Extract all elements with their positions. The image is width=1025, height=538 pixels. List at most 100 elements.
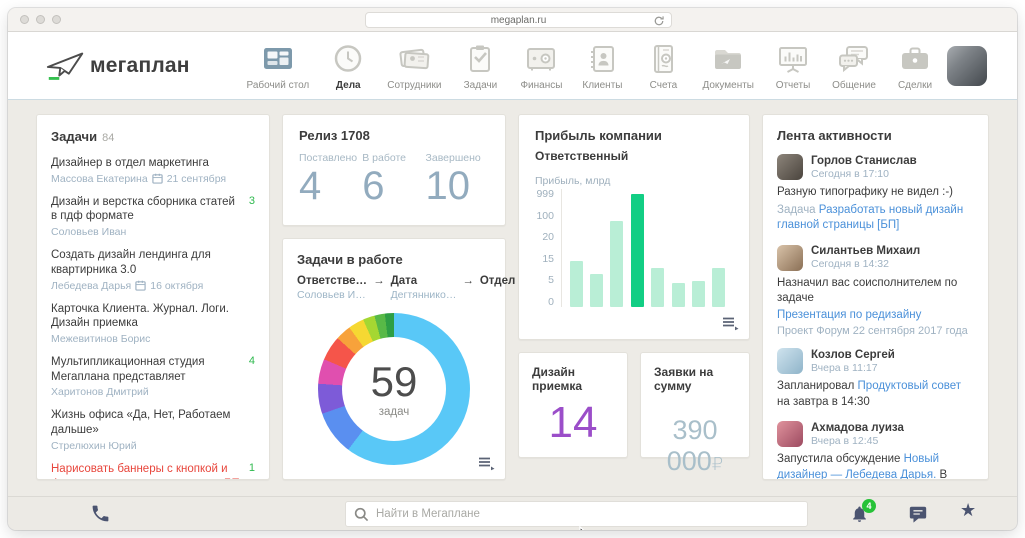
feed-discussion-link[interactable]: Новый дизайнер — Лебедева Дарья. (777, 453, 940, 480)
donut-chart-wrap: 59 задач (318, 313, 470, 465)
task-assignee: Харитонов Дмитрий (51, 386, 149, 399)
group-column-responsible[interactable]: Ответстве… Соловьев И… (297, 275, 367, 301)
feed-project-note: Проект Форум 22 сентября 2017 года (777, 325, 968, 338)
feed-user-name[interactable]: Козлов Сергей (811, 348, 895, 361)
profit-card-title: Прибыль компании (535, 128, 662, 143)
nav-item-deals[interactable]: Сделки (893, 41, 937, 91)
arrow-right: → (462, 275, 474, 287)
task-title[interactable]: Карточка Клиента. Журнал. Логи. Дизайн п… (51, 302, 229, 330)
feed-user-name[interactable]: Ахмадова луиза (811, 421, 904, 434)
y-tick: 15 (542, 252, 554, 265)
stat-value: 4 (299, 164, 322, 208)
nav-item-todos[interactable]: Дела (326, 41, 370, 91)
task-title[interactable]: Дизайнер в отдел маркетинга (51, 157, 209, 169)
task-title[interactable]: Жизнь офиса «Да, Нет, Работаем дальше» (51, 409, 231, 437)
nav-item-desktop[interactable]: Рабочий стол (246, 41, 309, 91)
feed-text: Запланировал (777, 380, 858, 393)
bar (651, 268, 665, 307)
nav-label: Сотрудники (387, 79, 442, 91)
list-view-icon[interactable] (722, 316, 739, 331)
group-column-date[interactable]: Дата Дегтяннико… (391, 275, 457, 301)
nav-item-employees[interactable]: Сотрудники (387, 41, 441, 91)
list-view-icon[interactable] (478, 456, 495, 471)
minimize-window-button[interactable] (36, 15, 45, 24)
release-stat: Поставлено 4 (299, 152, 362, 208)
feed-task-link[interactable]: Презентация по редизайну (777, 308, 922, 321)
favorites-star-icon[interactable]: ★ (960, 500, 977, 520)
megaplan-logo[interactable]: мегаплан (44, 48, 218, 84)
feed-user-name[interactable]: Силантьев Михаил (811, 245, 921, 258)
task-title[interactable]: Дизайн и верстка сборника статей в пдф ф… (51, 195, 235, 223)
task-assignee: Соловьев Иван (51, 226, 127, 239)
feed-user-name[interactable]: Горлов Станислав (811, 154, 917, 167)
task-title[interactable]: Мультипликационная студия Мегаплана пред… (51, 356, 205, 383)
task-row[interactable]: Создать дизайн лендинга для квартирника … (51, 248, 255, 291)
task-row[interactable]: Дизайнер в отдел маркетинга Массова Екат… (51, 156, 255, 185)
requests-card-title: Заявки на сумму (654, 365, 714, 393)
feed-entry: Козлов Сергей Вчера в 11:17 Запланировал… (777, 348, 974, 410)
task-date: 16 октября (150, 279, 204, 292)
stat-label: Завершено (425, 152, 481, 164)
bar (630, 193, 644, 307)
nav-item-documents[interactable]: Документы (702, 41, 754, 91)
feed-avatar[interactable] (777, 421, 803, 448)
search-input[interactable] (376, 508, 799, 520)
profit-card: Прибыль компании Ответственный Прибыль, … (518, 114, 750, 340)
folder-icon (710, 41, 746, 77)
feed-text: Назначил вас соисполнителем по задаче (777, 276, 958, 305)
task-assignee: Стрелюхин Юрий (51, 439, 137, 452)
nav-item-clients[interactable]: Клиенты (580, 41, 624, 91)
feed-event-link[interactable]: Продуктовый совет (857, 380, 962, 393)
address-bar[interactable]: megaplan.ru (365, 12, 672, 28)
bar (610, 220, 624, 307)
nav-item-chat[interactable]: Общение (832, 41, 876, 91)
maximize-window-button[interactable] (52, 15, 61, 24)
feed-entry: Горлов Станислав Сегодня в 17:10 Разную … (777, 154, 974, 234)
task-title[interactable]: Нарисовать баннеры с кнопкой и форму для… (51, 462, 240, 479)
profit-groupby[interactable]: Ответственный (535, 149, 629, 163)
requests-sum-card[interactable]: Заявки на сумму 390 000₽ (640, 352, 750, 476)
feed-avatar[interactable] (777, 244, 803, 271)
task-row[interactable]: Жизнь офиса «Да, Нет, Работаем дальше» С… (51, 408, 255, 451)
nav-item-invoices[interactable]: Счета (641, 41, 685, 91)
y-tick: 999 (536, 188, 554, 200)
task-row-overdue[interactable]: Нарисовать баннеры с кнопкой и форму для… (51, 462, 255, 479)
activity-feed-card: Лента активности Горлов Станислав Сегодн… (762, 114, 989, 480)
feed-avatar[interactable] (777, 154, 803, 180)
main-nav: Рабочий стол Дела Сотрудники Задачи Фина… (246, 41, 937, 91)
column-sub: Соловьев И… (297, 289, 366, 301)
group-column-department[interactable]: Отдел (480, 275, 515, 287)
bar (712, 268, 726, 307)
refresh-icon[interactable] (653, 15, 665, 27)
task-title[interactable]: Создать дизайн лендинга для квартирника … (51, 249, 211, 276)
feed-text: Запустила обсуждение (777, 453, 904, 466)
nav-label: Рабочий стол (246, 79, 310, 91)
window-controls (20, 15, 61, 24)
bar-chart[interactable]: 999 100 20 15 5 0 (535, 189, 733, 307)
task-row[interactable]: Дизайн и верстка сборника статей в пдф ф… (51, 195, 255, 238)
profit-bars (561, 189, 733, 307)
design-acceptance-card[interactable]: Дизайн приемка 14 (518, 352, 628, 458)
feed-task-link[interactable]: Разработать новый дизайн главной страниц… (777, 203, 964, 232)
progress-card-title: Задачи в работе (297, 252, 403, 267)
nav-item-reports[interactable]: Отчеты (771, 41, 815, 91)
nav-label: Счета (649, 79, 678, 91)
close-window-button[interactable] (20, 15, 29, 24)
task-row[interactable]: Мультипликационная студия Мегаплана пред… (51, 355, 255, 398)
presentation-chart-icon (776, 41, 810, 77)
design-card-value[interactable]: 14 (548, 398, 598, 447)
app-header: мегаплан Рабочий стол Дела Сотрудники За… (8, 32, 1017, 100)
release-stat: Завершено 10 (426, 152, 489, 208)
chat-bubbles-icon (836, 41, 872, 77)
user-avatar[interactable] (947, 45, 987, 86)
nav-item-tasks[interactable]: Задачи (458, 41, 502, 91)
invoice-book-icon (646, 41, 680, 77)
nav-item-finance[interactable]: Финансы (519, 41, 563, 91)
phone-icon[interactable] (90, 503, 111, 524)
messages-icon[interactable] (908, 504, 928, 524)
notifications-button[interactable]: 4 (850, 499, 876, 529)
nav-label: Клиенты (582, 79, 623, 91)
task-row[interactable]: Карточка Клиента. Журнал. Логи. Дизайн п… (51, 302, 255, 345)
feed-avatar[interactable] (777, 348, 803, 375)
release-card-title: Релиз 1708 (299, 128, 370, 143)
